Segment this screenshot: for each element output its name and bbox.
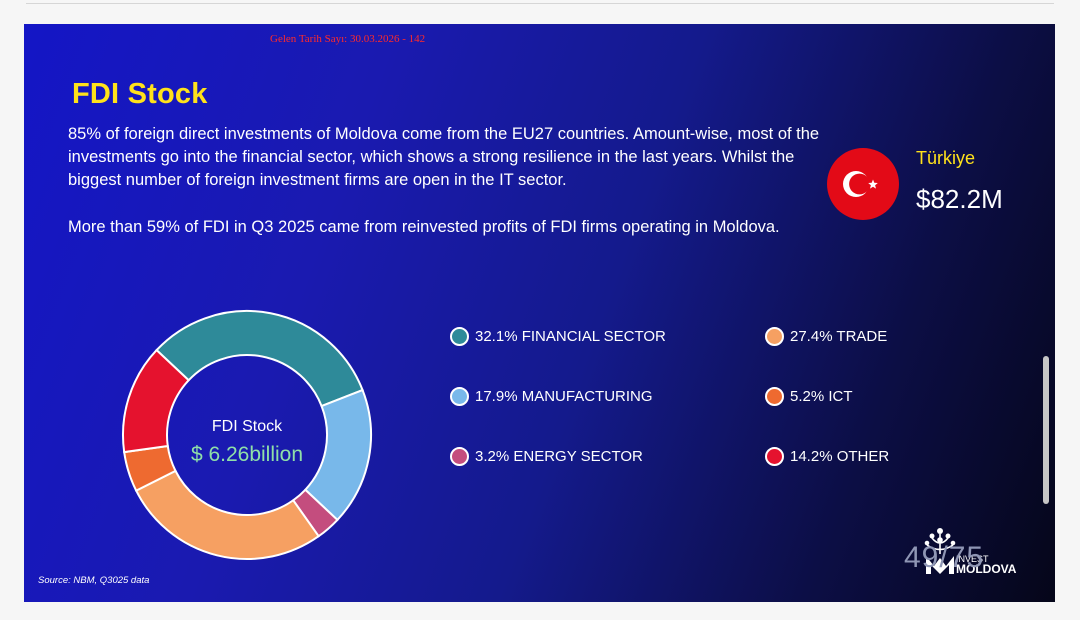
legend-label: 27.4% TRADE bbox=[790, 328, 888, 345]
intro-paragraph: 85% of foreign direct investments of Mol… bbox=[68, 125, 820, 189]
legend-label: 14.2% OTHER bbox=[790, 448, 890, 465]
legend-label: 5.2% ICT bbox=[790, 388, 853, 405]
page-number: 49/75 bbox=[904, 541, 985, 574]
legend-item-other: 14.2% OTHER bbox=[765, 447, 889, 466]
source-note: Source: NBM, Q3025 data bbox=[38, 575, 150, 586]
donut-slice-trade bbox=[134, 469, 321, 560]
fdi-donut-chart: FDI Stock $ 6.26billion bbox=[122, 310, 372, 560]
legend-label: 3.2% ENERGY SECTOR bbox=[475, 448, 643, 465]
legend-label: 17.9% MANUFACTURING bbox=[475, 388, 653, 405]
legend-swatch bbox=[765, 387, 784, 406]
reinvestment-paragraph: More than 59% of FDI in Q3 2025 came fro… bbox=[68, 218, 780, 236]
invest-moldova-logo-icon bbox=[924, 528, 956, 574]
donut-slice-financial-sector bbox=[155, 310, 364, 408]
legend-item-financial-sector: 32.1% FINANCIAL SECTOR bbox=[450, 327, 666, 346]
logo-line-invest: INVEST bbox=[956, 554, 989, 564]
legend-swatch bbox=[765, 447, 784, 466]
incoming-date-stamp: Gelen Tarih Sayı: 30.03.2026 - 142 bbox=[270, 33, 426, 45]
invest-moldova-logo: INVEST MOLDOVA bbox=[920, 524, 1030, 584]
donut-slice-other bbox=[122, 348, 191, 454]
legend-item-energy-sector: 3.2% ENERGY SECTOR bbox=[450, 447, 643, 466]
donut-center-label: FDI Stock bbox=[212, 418, 283, 435]
legend-item-ict: 5.2% ICT bbox=[765, 387, 853, 406]
legend-swatch bbox=[765, 327, 784, 346]
logo-text: INVEST MOLDOVA bbox=[956, 554, 1016, 575]
legend-item-trade: 27.4% TRADE bbox=[765, 327, 887, 346]
top-divider bbox=[26, 3, 1054, 4]
presentation-slide: Gelen Tarih Sayı: 30.03.2026 - 142 FDI S… bbox=[24, 24, 1055, 602]
highlight-country: Türkiye bbox=[916, 148, 976, 168]
highlight-amount: $82.2M bbox=[916, 184, 1003, 214]
donut-center-value: $ 6.26billion bbox=[191, 443, 303, 466]
legend-swatch bbox=[450, 447, 469, 466]
legend-label: 32.1% FINANCIAL SECTOR bbox=[475, 328, 666, 345]
vertical-scrollbar[interactable] bbox=[1043, 356, 1049, 504]
logo-line-moldova: MOLDOVA bbox=[956, 562, 1017, 576]
legend-swatch bbox=[450, 327, 469, 346]
legend-item-manufacturing: 17.9% MANUFACTURING bbox=[450, 387, 653, 406]
turkey-flag-icon bbox=[827, 148, 899, 220]
legend-swatch bbox=[450, 387, 469, 406]
slide-title: FDI Stock bbox=[72, 78, 208, 110]
